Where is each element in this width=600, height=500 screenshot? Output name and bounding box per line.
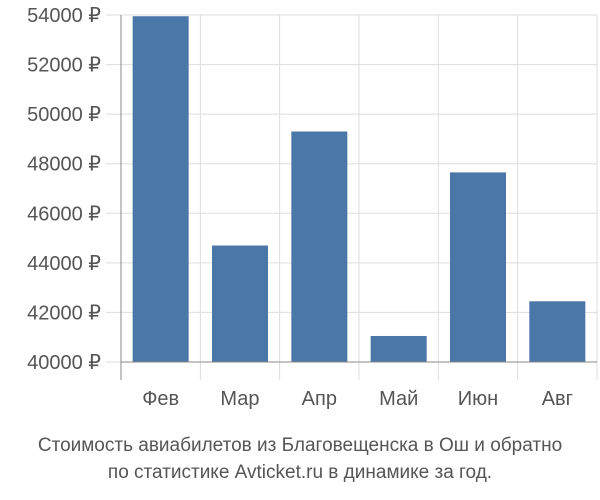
y-tick-label: 54000 ₽ <box>27 5 101 27</box>
axes <box>120 15 597 380</box>
y-tick-label: 42000 ₽ <box>27 302 101 324</box>
caption-line-2: по статистике Avticket.ru в динамике за … <box>107 462 493 483</box>
bar-Апр <box>291 131 348 362</box>
y-tick-label: 48000 ₽ <box>27 154 101 176</box>
y-tick-label: 46000 ₽ <box>27 203 101 225</box>
y-tick-label: 50000 ₽ <box>27 104 101 126</box>
chart-caption: Стоимость авиабилетов из Благовещенска в… <box>0 432 600 486</box>
bar-Фев <box>132 16 189 362</box>
y-tick-label: 44000 ₽ <box>27 253 101 275</box>
bar-Май <box>370 335 427 362</box>
bar-chart: 40000 ₽ 42000 ₽ 44000 ₽ 46000 ₽ 48000 ₽ 50000… <box>27 5 598 410</box>
bar-Мар <box>212 245 268 362</box>
bars <box>132 16 586 362</box>
x-tick-label: Авг <box>542 388 573 410</box>
y-tick-label: 40000 ₽ <box>27 352 101 374</box>
x-tick-label: Июн <box>458 388 498 410</box>
caption-line-1: Стоимость авиабилетов из Благовещенска в… <box>37 435 563 456</box>
bar-Авг <box>529 301 586 362</box>
y-tick-label: 52000 ₽ <box>27 55 101 77</box>
x-tick-label: Май <box>379 388 418 410</box>
x-tick-label: Фев <box>142 388 179 410</box>
x-tick-label: Апр <box>302 388 337 410</box>
tick-labels: 40000 ₽ 42000 ₽ 44000 ₽ 46000 ₽ 48000 ₽ 50000… <box>27 5 573 410</box>
bar-Июн <box>450 172 506 362</box>
x-tick-label: Мар <box>220 388 259 410</box>
